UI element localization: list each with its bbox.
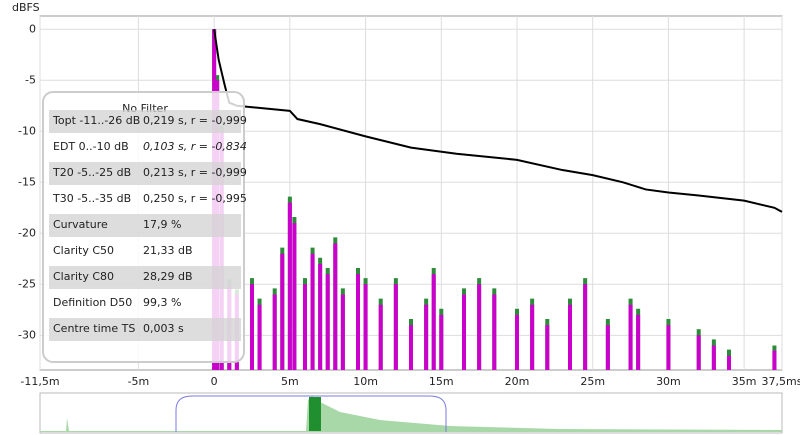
x-tick-label: 5m bbox=[281, 375, 299, 388]
row-label: Definition D50 bbox=[53, 296, 132, 309]
y-tick-label: -30 bbox=[18, 328, 36, 341]
row-background bbox=[49, 318, 241, 341]
x-tick-label: 15m bbox=[429, 375, 454, 388]
overview-bracket bbox=[175, 395, 447, 432]
y-tick-label: -25 bbox=[18, 277, 36, 290]
row-value: 17,9 % bbox=[143, 218, 181, 231]
row-value: 21,33 dB bbox=[143, 244, 193, 257]
row-value: 0,103 s, r = -0,834 bbox=[143, 140, 247, 153]
overview-window bbox=[309, 397, 321, 431]
row-value: 99,3 % bbox=[143, 296, 181, 309]
row-label: Curvature bbox=[53, 218, 108, 231]
row-label: Clarity C50 bbox=[53, 244, 114, 257]
row-value: 28,29 dB bbox=[143, 270, 193, 283]
row-label: T30 -5..-35 dB bbox=[52, 192, 131, 205]
y-axis-label: dBFS bbox=[12, 1, 40, 14]
row-value: 0,003 s bbox=[143, 322, 184, 335]
row-background bbox=[49, 214, 241, 237]
info-panel: No Filter Topt -11..-26 dB 0,219 s, r = -… bbox=[42, 91, 247, 363]
row-background bbox=[49, 110, 241, 133]
x-tick-label: -5m bbox=[128, 375, 150, 388]
row-value: 0,250 s, r = -0,995 bbox=[143, 192, 247, 205]
row-background bbox=[49, 266, 241, 289]
row-value: 0,213 s, r = -0,999 bbox=[143, 166, 247, 179]
y-tick-label: -5 bbox=[25, 73, 36, 86]
x-tick-label: -11,5m bbox=[20, 375, 59, 388]
x-tick-label: 37,5ms bbox=[762, 375, 800, 388]
row-label: Clarity C80 bbox=[53, 270, 114, 283]
y-tick-label: -20 bbox=[18, 226, 36, 239]
x-tick-label: 25m bbox=[580, 375, 605, 388]
row-value: 0,219 s, r = -0,999 bbox=[143, 114, 247, 127]
y-tick-label: -15 bbox=[18, 175, 36, 188]
x-tick-label: 35m bbox=[732, 375, 757, 388]
y-tick-label: -10 bbox=[18, 124, 36, 137]
x-tick-label: 30m bbox=[656, 375, 681, 388]
y-tick-label: 0 bbox=[29, 22, 36, 35]
x-tick-label: 0 bbox=[211, 375, 218, 388]
row-label: T20 -5..-25 dB bbox=[52, 166, 131, 179]
row-label: EDT 0..-10 dB bbox=[53, 140, 129, 153]
x-tick-label: 10m bbox=[353, 375, 378, 388]
x-tick-label: 20m bbox=[505, 375, 530, 388]
overview bbox=[39, 392, 783, 434]
overview-trace bbox=[40, 396, 782, 432]
row-label: Topt -11..-26 dB bbox=[52, 114, 140, 127]
row-background bbox=[49, 162, 241, 185]
row-label: Centre time TS bbox=[53, 322, 135, 335]
